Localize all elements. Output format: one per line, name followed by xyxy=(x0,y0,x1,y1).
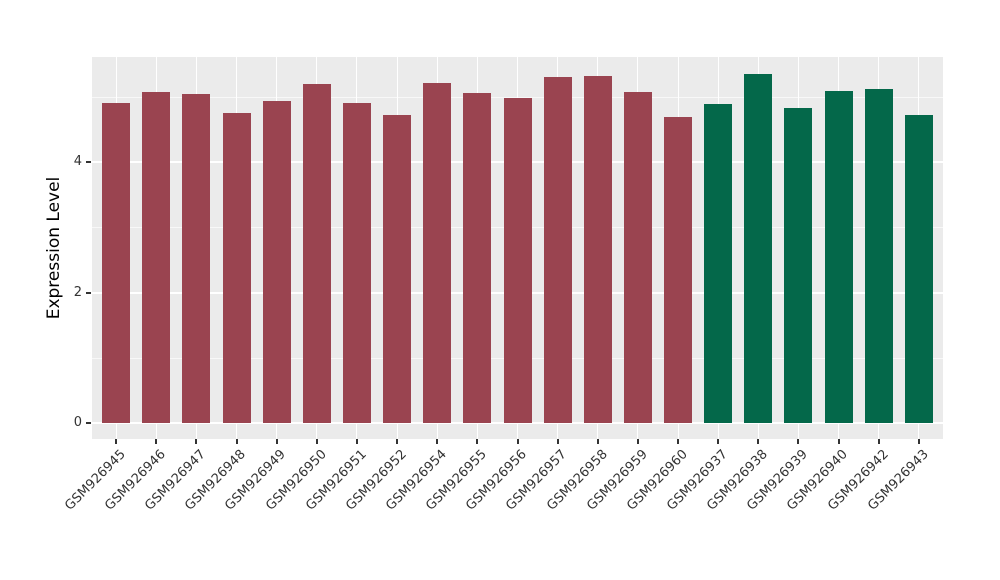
x-tick-mark xyxy=(797,439,800,444)
y-tick-label: 4 xyxy=(73,154,82,170)
y-tick-mark xyxy=(86,422,91,424)
bar-GSM926957 xyxy=(543,77,572,423)
x-tick-mark xyxy=(436,439,439,444)
x-tick-mark xyxy=(917,439,920,444)
bar-GSM926945 xyxy=(102,102,131,423)
y-tick-label: 2 xyxy=(73,284,82,300)
x-tick-mark xyxy=(757,439,760,444)
bar-GSM926958 xyxy=(583,76,612,423)
x-tick-mark xyxy=(596,439,599,444)
bar-GSM926937 xyxy=(704,104,733,423)
bar-GSM926940 xyxy=(824,90,853,423)
bar-GSM926956 xyxy=(503,98,532,423)
x-tick-mark xyxy=(155,439,158,444)
bar-GSM926955 xyxy=(463,93,492,423)
x-tick-mark xyxy=(355,439,358,444)
x-tick-mark xyxy=(556,439,559,444)
y-tick-mark xyxy=(86,291,91,294)
x-tick-mark xyxy=(717,439,720,444)
bar-GSM926959 xyxy=(623,91,652,423)
x-tick-mark xyxy=(115,439,118,444)
y-tick-mark xyxy=(86,161,91,164)
bar-GSM926949 xyxy=(262,100,291,423)
bar-GSM926938 xyxy=(744,74,773,423)
x-tick-mark xyxy=(677,439,680,444)
bar-GSM926939 xyxy=(784,108,813,423)
plot-panel xyxy=(92,57,943,439)
x-tick-mark xyxy=(636,439,639,444)
bar-GSM926954 xyxy=(423,83,452,423)
bar-GSM926947 xyxy=(182,94,211,423)
bar-GSM926943 xyxy=(904,115,933,423)
bar-GSM926942 xyxy=(864,88,893,423)
x-tick-mark xyxy=(275,439,278,444)
bar-GSM926948 xyxy=(222,112,251,423)
x-tick-mark xyxy=(235,439,238,444)
x-tick-mark xyxy=(195,439,198,444)
x-tick-mark xyxy=(837,439,840,444)
bar-GSM926946 xyxy=(142,91,171,423)
bar-GSM926951 xyxy=(342,102,371,423)
x-tick-mark xyxy=(516,439,519,444)
x-tick-mark xyxy=(396,439,399,444)
x-tick-mark xyxy=(877,439,880,444)
bar-GSM926952 xyxy=(383,115,412,423)
bar-GSM926950 xyxy=(302,84,331,423)
y-tick-label: 0 xyxy=(73,415,82,430)
bar-GSM926960 xyxy=(664,116,693,423)
x-tick-mark xyxy=(315,439,318,444)
x-tick-mark xyxy=(476,439,479,444)
